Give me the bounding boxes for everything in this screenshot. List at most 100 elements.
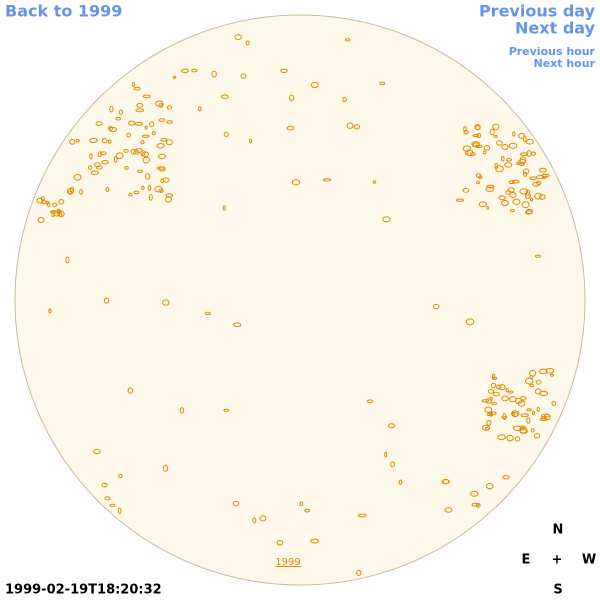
contour <box>516 161 520 166</box>
contour <box>486 419 492 426</box>
contour <box>191 68 198 73</box>
contour <box>158 188 164 194</box>
contour <box>492 391 500 397</box>
contour <box>291 179 301 186</box>
contour <box>37 217 45 223</box>
contour <box>526 138 534 145</box>
contour <box>456 198 465 202</box>
contour <box>108 126 114 131</box>
contour <box>497 434 507 441</box>
contour <box>232 500 240 507</box>
contour <box>514 436 521 442</box>
contour <box>220 94 229 99</box>
next-hour-link[interactable]: Next hour <box>534 57 596 70</box>
contour <box>512 198 521 205</box>
contour <box>89 137 98 144</box>
contour <box>148 194 153 201</box>
contour <box>95 165 103 170</box>
contour <box>390 461 396 468</box>
contour <box>432 303 440 310</box>
contour <box>115 116 121 121</box>
next-day-link[interactable]: Next day <box>515 19 596 38</box>
contour <box>205 311 211 315</box>
contour <box>48 308 52 314</box>
contour <box>545 368 555 374</box>
contour <box>463 126 467 132</box>
contour <box>501 415 508 419</box>
compass-north: N <box>553 523 564 538</box>
contour <box>517 400 526 407</box>
contour <box>289 94 295 102</box>
contour <box>511 410 520 418</box>
contour <box>530 197 534 202</box>
contour <box>142 156 150 164</box>
contour <box>118 473 123 479</box>
contour <box>366 399 374 404</box>
contour <box>475 173 482 178</box>
contour <box>485 186 495 192</box>
contour <box>310 81 319 89</box>
magnetic-contours <box>36 34 557 576</box>
contour <box>158 118 166 122</box>
contour <box>160 137 168 142</box>
contour <box>520 413 529 418</box>
contour <box>444 507 453 513</box>
contour <box>526 408 532 412</box>
contour <box>147 184 152 191</box>
contour <box>73 174 82 181</box>
contour <box>484 406 493 413</box>
contour <box>535 379 542 385</box>
contour <box>165 139 173 146</box>
contour <box>506 158 512 162</box>
contour <box>88 165 93 170</box>
contour <box>529 383 534 388</box>
contour <box>509 192 517 198</box>
contour <box>521 201 530 209</box>
contour <box>135 108 145 113</box>
previous-hour-link[interactable]: Previous hour <box>509 45 596 58</box>
contour <box>539 368 548 375</box>
contour <box>46 202 51 207</box>
contour <box>149 121 155 128</box>
contour <box>92 449 101 455</box>
contour <box>463 129 469 135</box>
contour <box>501 156 505 162</box>
contour <box>179 407 185 414</box>
contour <box>58 198 65 205</box>
contour <box>522 168 530 175</box>
contour <box>502 413 507 420</box>
contour <box>519 188 529 195</box>
contour <box>67 190 73 195</box>
contour <box>280 68 288 74</box>
contour <box>372 180 377 184</box>
contour <box>478 201 487 208</box>
contour <box>252 517 257 524</box>
previous-day-link[interactable]: Previous day <box>479 2 596 21</box>
contour <box>472 134 480 137</box>
contour <box>539 194 546 200</box>
contour <box>144 125 148 130</box>
contour <box>476 132 482 139</box>
contour <box>211 70 217 78</box>
year-link[interactable]: 1999 <box>275 557 300 568</box>
contour <box>502 475 510 480</box>
contour <box>539 390 549 397</box>
contour <box>65 256 70 264</box>
contour <box>166 105 173 110</box>
contour <box>534 192 542 200</box>
contour <box>154 185 163 193</box>
contour <box>387 423 396 429</box>
contour <box>543 413 551 421</box>
contour <box>158 153 166 160</box>
contour <box>124 166 129 170</box>
contour <box>551 400 557 406</box>
back-link[interactable]: Back to 1999 <box>5 2 122 21</box>
contour <box>133 86 141 91</box>
contour <box>379 81 386 86</box>
contour <box>481 399 490 403</box>
contour <box>126 132 132 138</box>
contour <box>541 173 550 178</box>
contour <box>133 190 140 195</box>
contour <box>155 100 164 107</box>
compass-center: + <box>552 553 563 568</box>
